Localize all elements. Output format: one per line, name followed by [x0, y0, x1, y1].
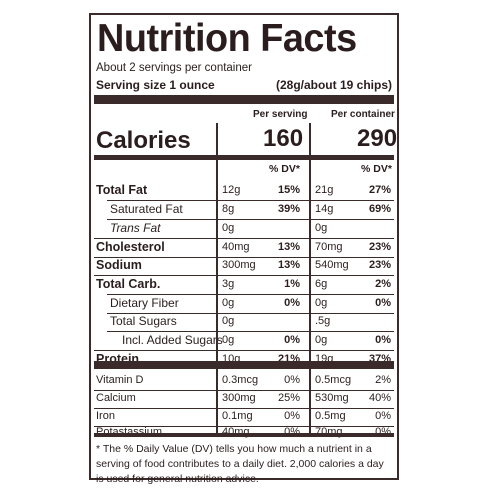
vitamin-name-iron: Iron	[96, 410, 115, 422]
vitamin-serving-amount-iron: 0.1mg	[222, 410, 253, 422]
vitamin-serving-amount-vitamin-d: 0.3mcg	[222, 374, 259, 386]
nutrient-name-incl-added-sugars: Incl. Added Sugars	[122, 333, 223, 347]
calories-per-container: 290	[357, 125, 398, 152]
nutrient-name-saturated-fat: Saturated Fat	[110, 202, 183, 216]
vitamin-container-amount-iron: 0.5mg	[315, 410, 346, 422]
row-divider	[94, 238, 394, 239]
serving-amount-saturated-fat: 8g	[222, 203, 235, 215]
container-amount-sodium: 540mg	[315, 259, 349, 271]
vitamin-serving-dv-vitamin-d: 0%	[284, 374, 300, 386]
container-amount-cholesterol: 70mg	[315, 241, 343, 253]
serving-amount-dietary-fiber: 0g	[222, 297, 235, 309]
serving-amount-total-sugars: 0g	[222, 315, 235, 327]
row-divider	[107, 331, 394, 332]
vitamin-serving-dv-calcium: 25%	[277, 392, 300, 404]
nutrient-name-dietary-fiber: Dietary Fiber	[110, 296, 179, 310]
per-container-header: Per container	[331, 109, 395, 120]
container-amount-total-carb: 6g	[315, 278, 328, 290]
calories-per-serving: 160	[263, 125, 304, 152]
nutrient-name-sodium: Sodium	[96, 258, 142, 272]
vitamin-name-vitamin-d: Vitamin D	[96, 374, 144, 386]
footnote: * The % Daily Value (DV) tells you how m…	[96, 443, 384, 485]
container-dv-sodium: 23%	[368, 259, 391, 271]
thick-divider	[94, 95, 394, 104]
serving-dv-dietary-fiber: 0%	[284, 297, 300, 309]
row-divider	[94, 408, 394, 409]
row-divider	[107, 219, 394, 220]
serving-dv-total-carb: 1%	[284, 278, 300, 290]
serving-amount-total-carb: 3g	[222, 278, 235, 290]
vitamin-divider	[94, 361, 394, 369]
footnote-divider	[94, 433, 394, 437]
container-dv-total-fat: 27%	[368, 184, 391, 196]
nutrient-name-trans-fat: Trans Fat	[110, 221, 161, 235]
vitamin-container-dv-iron: 0%	[375, 410, 391, 422]
nutrient-name-total-sugars: Total Sugars	[110, 314, 177, 328]
dv-header-serving: % DV*	[269, 163, 300, 175]
container-amount-total-sugars: .5g	[315, 315, 331, 327]
container-amount-saturated-fat: 14g	[315, 203, 334, 215]
container-amount-dietary-fiber: 0g	[315, 297, 328, 309]
row-divider	[94, 257, 394, 258]
calories-divider	[94, 155, 394, 160]
servings-per-container: About 2 servings per container	[96, 62, 252, 74]
calories-label: Calories	[96, 127, 191, 154]
vitamin-serving-dv-iron: 0%	[284, 410, 300, 422]
serving-dv-incl-added-sugars: 0%	[284, 334, 300, 346]
nutrient-name-total-carb: Total Carb.	[96, 277, 161, 291]
per-serving-header: Per serving	[253, 109, 308, 120]
serving-size-label: Serving size 1 ounce	[96, 78, 215, 92]
container-amount-trans-fat: 0g	[315, 222, 328, 234]
vitamin-container-amount-vitamin-d: 0.5mcg	[315, 374, 352, 386]
serving-amount-cholesterol: 40mg	[222, 241, 250, 253]
row-divider	[94, 275, 394, 276]
row-divider	[107, 200, 394, 201]
container-dv-dietary-fiber: 0%	[375, 297, 391, 309]
container-dv-total-carb: 2%	[375, 278, 391, 290]
serving-dv-cholesterol: 13%	[277, 241, 300, 253]
container-amount-incl-added-sugars: 0g	[315, 334, 328, 346]
nutrition-label: Nutrition Facts About 2 servings per con…	[89, 13, 399, 485]
nutrient-name-total-fat: Total Fat	[96, 183, 148, 197]
serving-dv-total-fat: 15%	[277, 184, 300, 196]
serving-amount-sodium: 300mg	[222, 259, 256, 271]
serving-size-value: (28g/about 19 chips)	[275, 78, 392, 92]
serving-dv-saturated-fat: 39%	[277, 203, 300, 215]
container-dv-saturated-fat: 69%	[368, 203, 391, 215]
column-divider-serving	[216, 123, 218, 433]
vitamin-container-dv-calcium: 40%	[368, 392, 391, 404]
vitamin-container-amount-calcium: 530mg	[315, 392, 349, 404]
column-divider-container	[309, 123, 311, 433]
row-divider	[94, 426, 394, 427]
container-amount-total-fat: 21g	[315, 184, 334, 196]
row-divider	[107, 313, 394, 314]
nutrient-name-cholesterol: Cholesterol	[96, 240, 165, 254]
serving-amount-trans-fat: 0g	[222, 222, 235, 234]
vitamin-name-calcium: Calcium	[96, 392, 136, 404]
dv-header-container: % DV*	[361, 163, 392, 175]
serving-amount-total-fat: 12g	[222, 184, 241, 196]
container-dv-cholesterol: 23%	[368, 241, 391, 253]
serving-amount-incl-added-sugars: 0g	[222, 334, 235, 346]
label-title: Nutrition Facts	[97, 17, 357, 60]
row-divider	[94, 390, 394, 391]
row-divider	[107, 294, 394, 295]
row-divider	[94, 350, 394, 351]
container-dv-incl-added-sugars: 0%	[375, 334, 391, 346]
vitamin-serving-amount-calcium: 300mg	[222, 392, 256, 404]
vitamin-container-dv-vitamin-d: 2%	[375, 374, 391, 386]
serving-dv-sodium: 13%	[277, 259, 300, 271]
